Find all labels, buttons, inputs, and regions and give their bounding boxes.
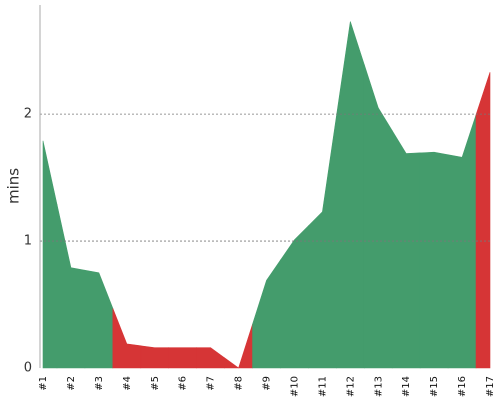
x-tick-label: #2	[66, 376, 77, 391]
area-segment	[419, 151, 449, 369]
x-tick-label: #5	[150, 376, 161, 391]
area-segment	[475, 72, 491, 369]
x-tick-label: #3	[94, 376, 105, 391]
area-segment	[391, 129, 421, 369]
area-segment	[196, 347, 225, 369]
area-segment	[56, 204, 86, 369]
area-segment	[308, 116, 337, 369]
x-tick-label: #12	[345, 376, 356, 397]
x-tick-label: #9	[262, 376, 273, 391]
x-tick-label: #6	[178, 376, 189, 391]
x-tick-label: #7	[206, 376, 217, 391]
area-segment	[224, 324, 253, 369]
x-tick-label: #15	[429, 376, 440, 397]
area-segment	[140, 345, 170, 369]
area-segment	[168, 347, 197, 369]
x-tick-label: #11	[317, 376, 328, 397]
y-tick-label: 2	[24, 107, 32, 122]
area-segment	[252, 259, 281, 369]
x-tick-label: #17	[485, 376, 496, 397]
x-tick-label: #4	[122, 376, 133, 391]
y-axis-label: mins	[5, 168, 23, 204]
x-tick-label: #8	[234, 376, 245, 391]
area-segment	[447, 114, 477, 369]
area-segment	[84, 269, 114, 369]
y-tick-label: 1	[24, 234, 32, 249]
area-segment	[280, 225, 309, 369]
x-tick-label: #16	[457, 376, 468, 397]
area-segment	[336, 21, 365, 369]
area-segment	[112, 308, 142, 369]
area-segment	[363, 64, 393, 369]
area-segment	[42, 140, 58, 369]
x-tick-label: #14	[401, 376, 412, 397]
y-tick-label: 0	[24, 361, 32, 376]
x-tick-label: #13	[373, 376, 384, 397]
x-tick-label: #1	[38, 376, 49, 391]
x-tick-label: #10	[289, 376, 300, 397]
